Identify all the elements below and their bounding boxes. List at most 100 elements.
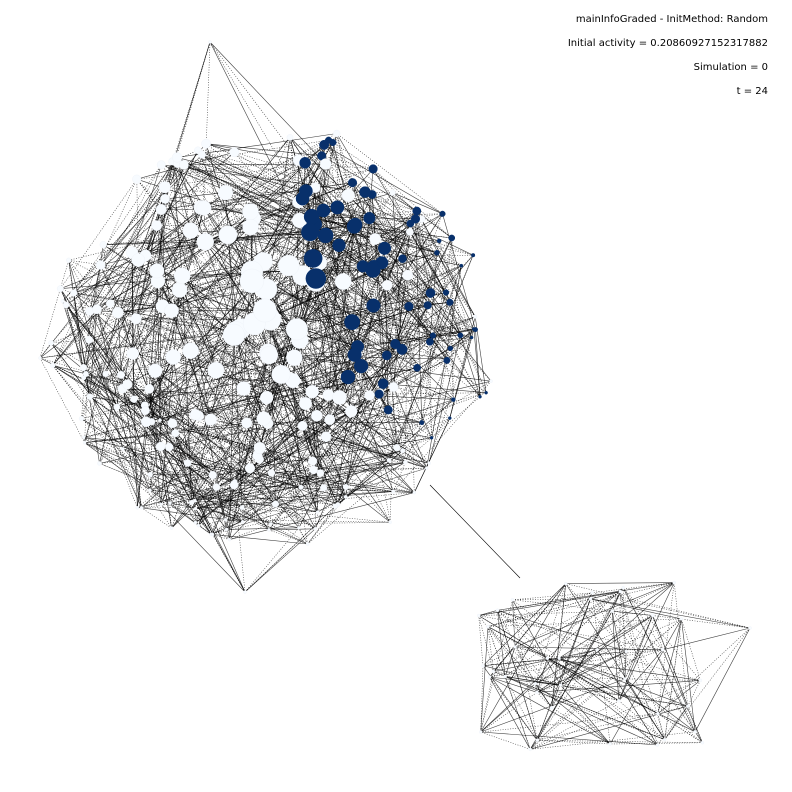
edge — [110, 303, 255, 324]
inactive-node — [618, 589, 623, 594]
inactive-node — [486, 624, 490, 629]
inactive-node — [564, 581, 568, 586]
active-node — [340, 369, 356, 385]
edge — [305, 168, 374, 192]
edge — [694, 627, 751, 732]
edge — [320, 467, 427, 474]
edge — [478, 615, 663, 651]
edge — [551, 598, 591, 708]
edge — [530, 731, 696, 750]
edge — [482, 665, 561, 686]
inactive-node — [60, 299, 65, 304]
edge — [415, 218, 472, 338]
edge — [460, 335, 487, 393]
edge — [315, 187, 326, 236]
edge — [381, 252, 437, 264]
edge — [364, 191, 438, 254]
edge — [84, 422, 247, 443]
edge — [159, 397, 267, 421]
edge — [559, 657, 625, 680]
edge — [310, 233, 384, 384]
edge — [122, 306, 163, 389]
edge — [339, 275, 408, 398]
edge — [505, 676, 561, 686]
edge — [624, 615, 653, 680]
edge — [414, 417, 451, 493]
edge — [89, 311, 270, 356]
edge — [512, 599, 561, 686]
edge — [309, 231, 382, 264]
edge — [384, 248, 492, 382]
edge — [257, 329, 298, 456]
edge — [240, 328, 302, 488]
inactive-node — [595, 648, 599, 652]
edge — [622, 587, 696, 732]
edge — [302, 207, 338, 276]
edge — [316, 231, 411, 416]
edge — [373, 305, 432, 438]
edge — [497, 610, 598, 651]
edge — [233, 334, 243, 508]
edge — [375, 231, 410, 240]
edge — [99, 374, 122, 464]
edge — [149, 446, 170, 491]
edge — [504, 676, 531, 750]
active-node — [451, 397, 456, 402]
edge — [212, 392, 381, 535]
edge — [242, 323, 255, 522]
edge — [227, 234, 244, 389]
inactive-node — [140, 406, 150, 415]
edge — [429, 316, 476, 343]
edge — [175, 433, 235, 483]
edge — [89, 252, 133, 312]
edge — [234, 151, 366, 193]
edge — [263, 217, 370, 419]
inactive-node — [130, 313, 142, 325]
inactive-node — [182, 342, 199, 359]
edge — [241, 417, 450, 508]
inactive-node — [388, 382, 399, 392]
inactive-node — [305, 385, 319, 399]
edge — [558, 582, 675, 659]
edge — [84, 373, 106, 443]
active-node — [347, 178, 358, 188]
edge — [254, 194, 373, 324]
edge — [512, 598, 591, 601]
active-node — [423, 301, 432, 310]
edge — [201, 154, 298, 330]
active-node — [377, 241, 392, 255]
edge — [155, 370, 260, 449]
edge — [183, 164, 253, 272]
edge — [312, 133, 337, 259]
edge — [560, 591, 621, 686]
edge — [530, 700, 620, 750]
edge — [105, 373, 124, 449]
edge — [547, 587, 624, 659]
edge — [209, 41, 326, 165]
edge — [264, 266, 364, 311]
active-node — [478, 394, 482, 399]
edge — [183, 164, 312, 217]
edge — [373, 266, 475, 330]
edge — [535, 615, 653, 684]
active-node — [295, 191, 310, 206]
edge — [487, 582, 675, 627]
edge — [681, 618, 696, 732]
edge — [475, 329, 481, 397]
active-node — [303, 208, 320, 225]
edge — [240, 328, 346, 498]
edge — [446, 328, 475, 361]
edge — [652, 615, 751, 629]
edge — [200, 198, 303, 208]
edge — [307, 506, 336, 545]
edge — [190, 207, 205, 231]
edge — [348, 195, 451, 303]
edge — [382, 383, 390, 461]
active-node — [317, 227, 334, 244]
edge — [512, 599, 516, 648]
edge — [191, 395, 370, 503]
edge — [251, 140, 329, 272]
edge — [133, 398, 258, 456]
edge — [266, 397, 422, 423]
edge — [175, 433, 246, 593]
